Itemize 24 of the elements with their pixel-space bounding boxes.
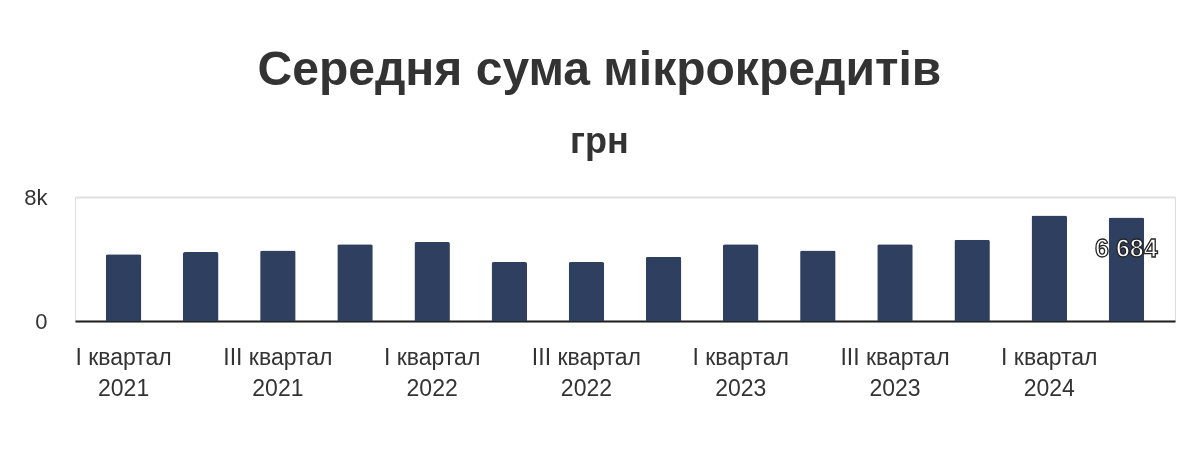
bar xyxy=(954,239,990,321)
x-tick-label: III квартал 2021 xyxy=(223,343,333,401)
bar xyxy=(877,244,913,321)
bar xyxy=(722,244,759,321)
bar xyxy=(182,252,219,321)
x-tick-label: III квартал 2023 xyxy=(840,343,950,401)
y-tick-label: 8k xyxy=(24,184,49,210)
bar xyxy=(800,250,836,321)
bar xyxy=(645,256,682,321)
x-tick-label: I квартал 2021 xyxy=(75,343,172,401)
x-tick-label: I квартал 2024 xyxy=(1001,343,1098,401)
bar xyxy=(337,244,373,321)
bar xyxy=(105,254,142,321)
x-tick-label: I квартал 2023 xyxy=(692,343,789,401)
chart-title: Середня сума мікрокредитів xyxy=(257,42,942,95)
bar xyxy=(260,250,296,321)
y-tick-label: 0 xyxy=(35,308,48,334)
x-tick-label: III квартал 2022 xyxy=(531,343,642,401)
bar xyxy=(1031,215,1068,321)
bar xyxy=(414,241,450,321)
chart-subtitle: грн xyxy=(570,120,629,161)
x-tick-label: I квартал 2022 xyxy=(383,343,481,401)
bar xyxy=(568,262,605,321)
bar xyxy=(491,262,528,321)
